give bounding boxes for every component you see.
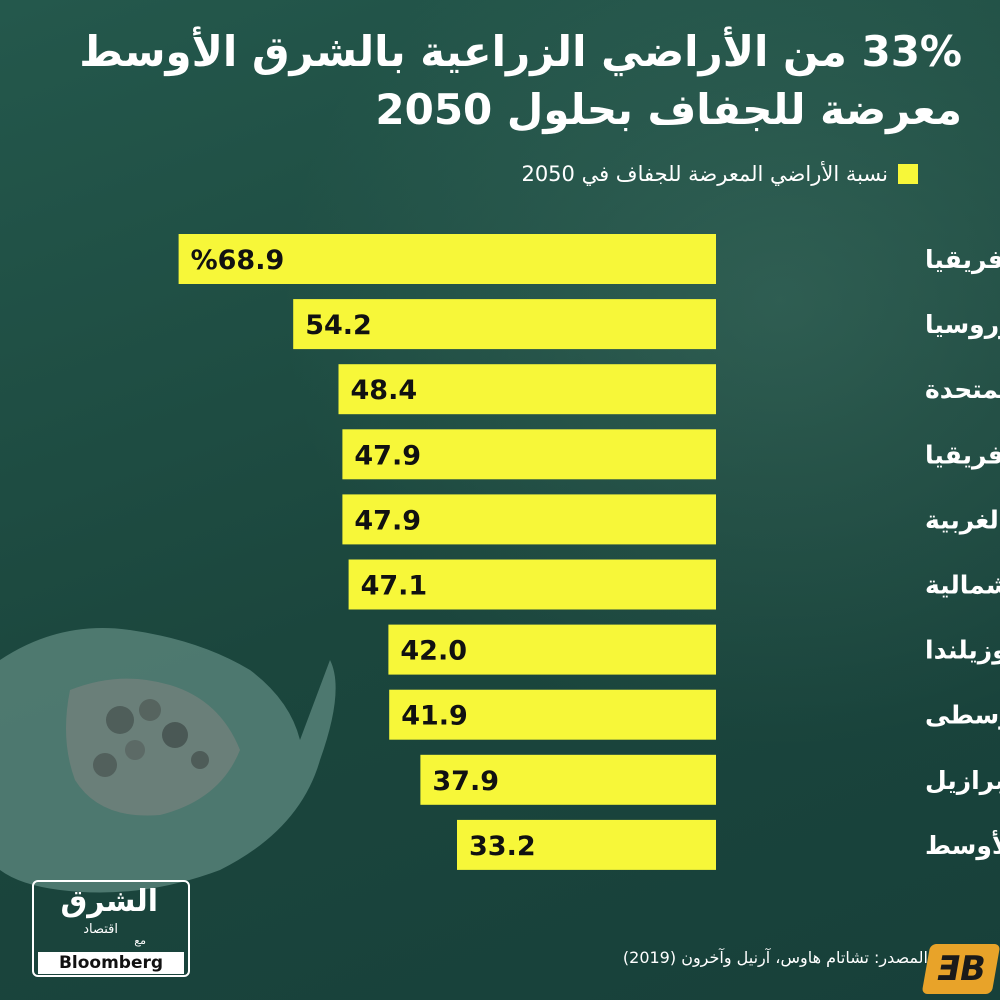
data-label-2: 48.4 <box>351 375 418 406</box>
asharq-bloomberg-logo: الشرق اقتصاد مع Bloomberg <box>32 880 190 977</box>
category-label-0: غرب أفريقيا <box>925 243 1000 275</box>
data-label-0: %68.9 <box>191 245 285 276</box>
category-label-4: أوروبا الغربية <box>925 503 1000 535</box>
category-label-7: أمريكا الوسطى <box>925 699 1000 731</box>
category-label-1: أوروبا الشرقية وروسيا <box>925 308 1000 340</box>
bar-8 <box>420 754 716 805</box>
logo-name: الشرق <box>60 884 158 919</box>
bar-0 <box>178 234 717 284</box>
chart-title-line-1: 33% من الأراضي الزراعية بالشرق الأوسط <box>79 27 962 76</box>
bar-1 <box>293 299 716 350</box>
legend: نسبة الأراضي المعرضة للجفاف في 2050 <box>521 162 918 186</box>
logo-sub: اقتصاد <box>83 922 118 937</box>
data-label-7: 41.9 <box>401 701 468 732</box>
logo-with: مع <box>134 934 146 947</box>
data-label-9: 33.2 <box>469 831 536 862</box>
category-label-9: الشرق الأوسط <box>925 830 1000 861</box>
bar-7 <box>389 689 716 740</box>
source-note: المصدر: تشاتام هاوس، آرنيل وآخرون (2019) <box>622 948 928 967</box>
bar-6 <box>388 624 716 675</box>
bar-4 <box>342 494 716 545</box>
category-label-6: أستراليا ونيوزيلندا <box>925 634 1000 666</box>
legend-swatch <box>898 164 918 184</box>
category-label-5: أمريكا الشمالية <box>925 569 1000 601</box>
brand-icon: ƎB <box>921 944 1000 994</box>
data-label-6: 42.0 <box>400 636 467 667</box>
bar-5 <box>348 559 716 610</box>
data-label-1: 54.2 <box>305 310 372 341</box>
category-label-3: جنوب أفريقيا <box>925 438 1000 470</box>
bar-3 <box>342 429 716 480</box>
data-label-4: 47.9 <box>354 505 421 536</box>
category-label-8: البرازيل <box>925 766 1000 796</box>
bar-9 <box>457 819 716 870</box>
data-label-5: 47.1 <box>361 571 428 602</box>
logo-partner: Bloomberg <box>38 952 184 974</box>
data-label-8: 37.9 <box>432 766 499 797</box>
hands-with-soil-image <box>0 628 336 893</box>
data-label-3: 47.9 <box>354 440 421 471</box>
category-label-2: الولايات المتحدة <box>925 375 1000 405</box>
legend-label: نسبة الأراضي المعرضة للجفاف في 2050 <box>521 162 888 186</box>
bar-2 <box>338 364 716 415</box>
chart-title-line-2: معرضة للجفاف بحلول 2050 <box>375 85 962 134</box>
